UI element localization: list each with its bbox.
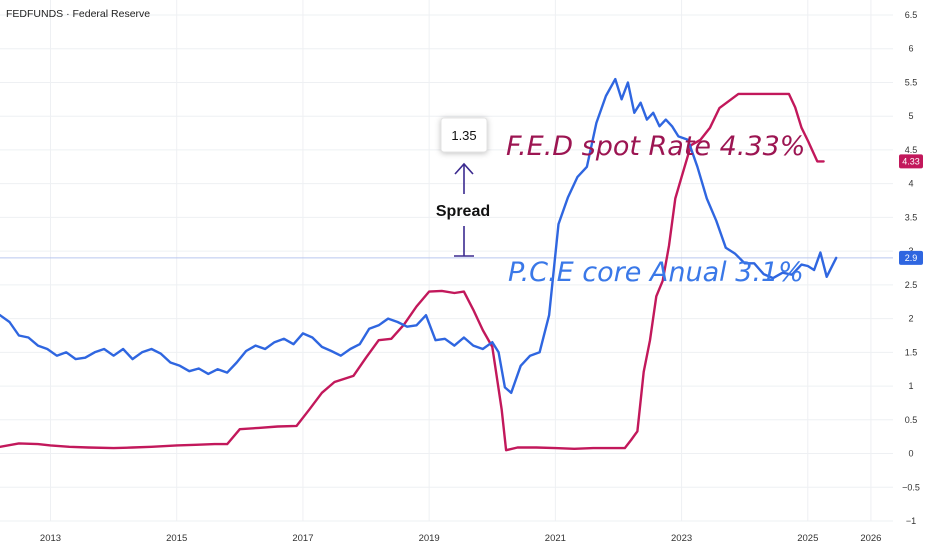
y-tick-label: 5.5 [905, 77, 918, 87]
y-tick-label: 5 [908, 111, 913, 121]
x-tick-label: 2021 [545, 533, 566, 544]
spread-arrow [454, 162, 474, 257]
y-tick-label: 0 [908, 449, 913, 459]
x-tick-label: 2017 [292, 533, 313, 544]
y-tick-label: 0.5 [905, 415, 918, 425]
spread-value-box: 1.35 [440, 117, 488, 153]
pce-price-tag: 2.9 [899, 250, 923, 265]
grid-layer [0, 0, 893, 522]
x-tick-label: 2025 [797, 533, 818, 544]
y-tick-label: 6.5 [905, 10, 918, 20]
pce-annotation: P.C.E core Anual 3.1% [508, 257, 804, 288]
y-tick-label: 2.5 [905, 280, 918, 290]
fed-rate-annotation: F.E.D spot Rate 4.33% [506, 131, 805, 162]
x-tick-label: 2023 [671, 533, 692, 544]
chart-title: FEDFUNDS · Federal Reserve [6, 8, 150, 20]
axis-layer: −1−0.500.511.522.533.544.555.566.5201320… [40, 10, 920, 544]
x-tick-label: 2019 [419, 533, 440, 544]
series-line-core-pce-yoy [0, 77, 838, 394]
y-tick-label: 6 [908, 44, 913, 54]
y-tick-label: −1 [906, 516, 916, 526]
x-tick-label: 2026 [860, 533, 881, 544]
pce-price-tag-label: 2.9 [905, 253, 918, 263]
series-line-fedfunds [0, 92, 825, 452]
spread-value-label: 1.35 [451, 128, 476, 143]
spread-label: Spread [436, 203, 490, 220]
y-tick-label: 2 [908, 314, 913, 324]
x-tick-label: 2015 [166, 533, 187, 544]
y-tick-label: −0.5 [902, 482, 920, 492]
y-tick-label: 3.5 [905, 212, 918, 222]
y-tick-label: 4 [908, 179, 913, 189]
y-tick-label: 1 [908, 381, 913, 391]
fed-price-tag: 4.33 [899, 154, 923, 169]
fed-price-tag-label: 4.33 [902, 156, 920, 166]
series-layer [0, 77, 838, 452]
y-tick-label: 4.5 [905, 145, 918, 155]
y-tick-label: 1.5 [905, 347, 918, 357]
x-tick-label: 2013 [40, 533, 61, 544]
